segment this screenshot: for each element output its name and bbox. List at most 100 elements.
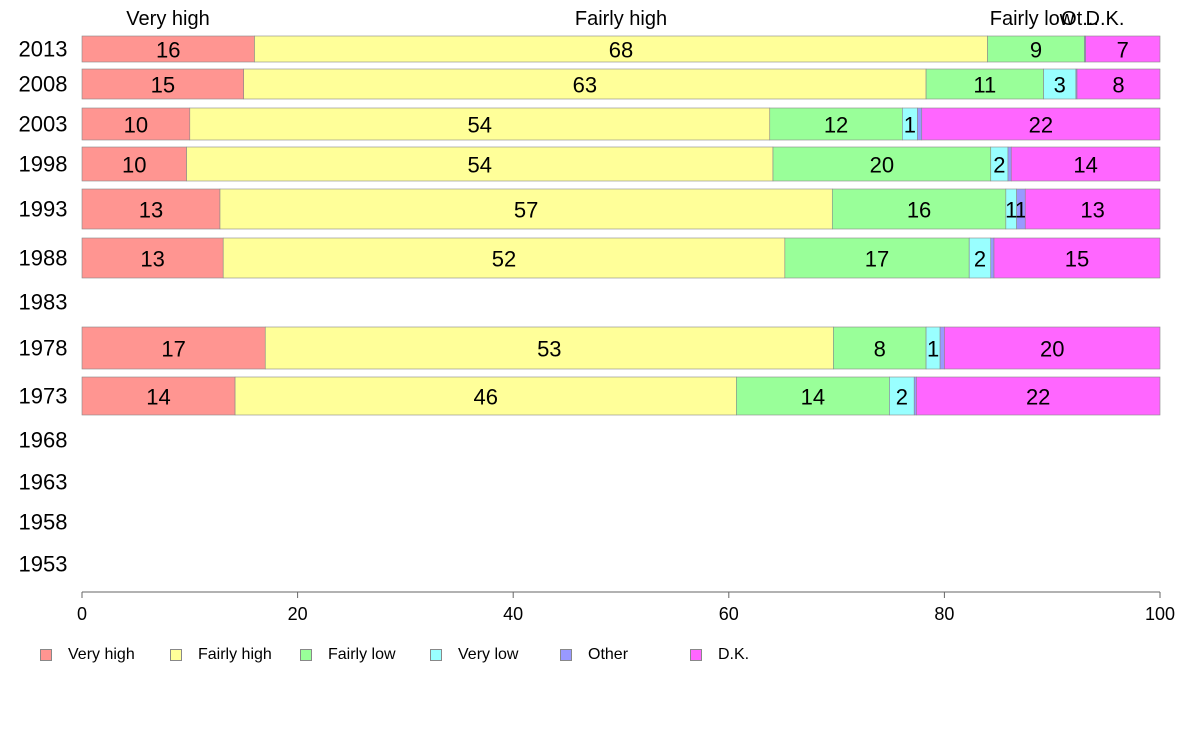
legend-swatch [690, 649, 702, 661]
data-label: 12 [824, 113, 848, 138]
data-label: 63 [573, 73, 597, 98]
bar-segment [833, 326, 927, 370]
x-tick-label: 80 [934, 604, 954, 624]
data-label: 2 [974, 247, 986, 272]
year-label: 1993 [19, 197, 68, 222]
bar-segment [831, 188, 1007, 230]
legend-swatch [560, 649, 572, 661]
legend-label: Fairly high [198, 646, 272, 663]
bar-segment [189, 107, 771, 141]
bar-segment [81, 146, 187, 182]
bar-segment [736, 376, 890, 416]
bar-segment [81, 376, 236, 416]
legend-label: Very low [458, 646, 519, 663]
legend-swatch [300, 649, 312, 661]
data-label: 1 [1015, 198, 1027, 223]
bar-segment [219, 188, 833, 230]
bar-segment [1007, 146, 1012, 182]
year-label: 1953 [19, 552, 68, 577]
top-series-label: Very high [126, 8, 209, 30]
bar-segment [916, 376, 1161, 416]
data-label: 17 [161, 337, 185, 362]
x-tick-label: 40 [503, 604, 523, 624]
year-label: 1968 [19, 428, 68, 453]
legend-swatch [430, 649, 442, 661]
legend: Very high Fairly high Fairly low Very low Ot… [40, 645, 790, 665]
year-label: 1963 [19, 470, 68, 495]
data-label: 20 [870, 153, 894, 178]
legend-item: Fairly high [170, 645, 300, 665]
bar-segment [254, 35, 988, 63]
data-label: 57 [514, 198, 538, 223]
data-label: 7 [1117, 38, 1129, 63]
bar-segment [234, 376, 737, 416]
legend-label: Fairly low [328, 646, 396, 663]
data-label: 53 [537, 337, 561, 362]
data-label: 9 [1030, 38, 1042, 63]
legend-item: Other [560, 645, 690, 665]
data-label: 15 [151, 73, 175, 98]
year-label: 2008 [19, 72, 68, 97]
data-label: 14 [1073, 153, 1097, 178]
data-label: 3 [1054, 73, 1066, 98]
data-label: 1 [1005, 198, 1017, 223]
data-label: 20 [1040, 337, 1064, 362]
year-label: 2013 [19, 37, 68, 62]
bar-segment [81, 35, 255, 63]
data-label: 16 [907, 198, 931, 223]
year-label: 1983 [19, 290, 68, 315]
legend-swatch [170, 649, 182, 661]
bar-segment [1010, 146, 1161, 182]
bar-segment [944, 326, 1161, 370]
bar-segment [243, 68, 927, 100]
data-label: 14 [801, 385, 825, 410]
bar-segment [921, 107, 1161, 141]
bar-segment [1085, 35, 1161, 63]
legend-item: D.K. [690, 645, 790, 665]
data-label: 16 [156, 38, 180, 63]
x-tick-label: 20 [288, 604, 308, 624]
data-label: 13 [140, 247, 164, 272]
data-label: 8 [1112, 73, 1124, 98]
data-label: 68 [609, 38, 633, 63]
data-label: 1 [927, 337, 939, 362]
bar-segment [1043, 68, 1077, 100]
data-label: 14 [146, 385, 170, 410]
data-label: 10 [124, 113, 148, 138]
bar-segment [925, 68, 1044, 100]
legend-swatch [40, 649, 52, 661]
legend-label: D.K. [718, 646, 750, 663]
bar-segment [917, 107, 923, 141]
bar-segment [987, 35, 1085, 63]
year-label: 1998 [19, 152, 68, 177]
x-tick-label: 60 [719, 604, 739, 624]
data-label: 13 [139, 198, 163, 223]
data-label: 54 [468, 153, 492, 178]
bar-segment [264, 326, 834, 370]
x-tick-label: 100 [1145, 604, 1175, 624]
bar-segment [1024, 188, 1161, 230]
data-label: 54 [468, 113, 492, 138]
data-label: 22 [1029, 113, 1053, 138]
bar-segment [889, 376, 915, 416]
top-series-label: Fairly low [990, 8, 1075, 30]
legend-item: Very low [430, 645, 560, 665]
data-label: 2 [993, 153, 1005, 178]
bar-segment [81, 188, 221, 230]
data-label: 2 [896, 385, 908, 410]
legend-label: Very high [68, 646, 135, 663]
top-series-label: D.K. [1086, 8, 1125, 30]
bar-segment [222, 237, 786, 279]
data-label: 17 [865, 247, 889, 272]
data-label: 15 [1065, 247, 1089, 272]
bar-segment [990, 237, 995, 279]
data-label: 1 [904, 113, 916, 138]
year-label: 1988 [19, 246, 68, 271]
bar-segment [772, 146, 992, 182]
legend-item: Fairly low [300, 645, 430, 665]
bar-segment [1076, 68, 1161, 100]
year-label: 1978 [19, 336, 68, 361]
legend-label: Other [588, 646, 629, 663]
bar-segment [81, 237, 224, 279]
